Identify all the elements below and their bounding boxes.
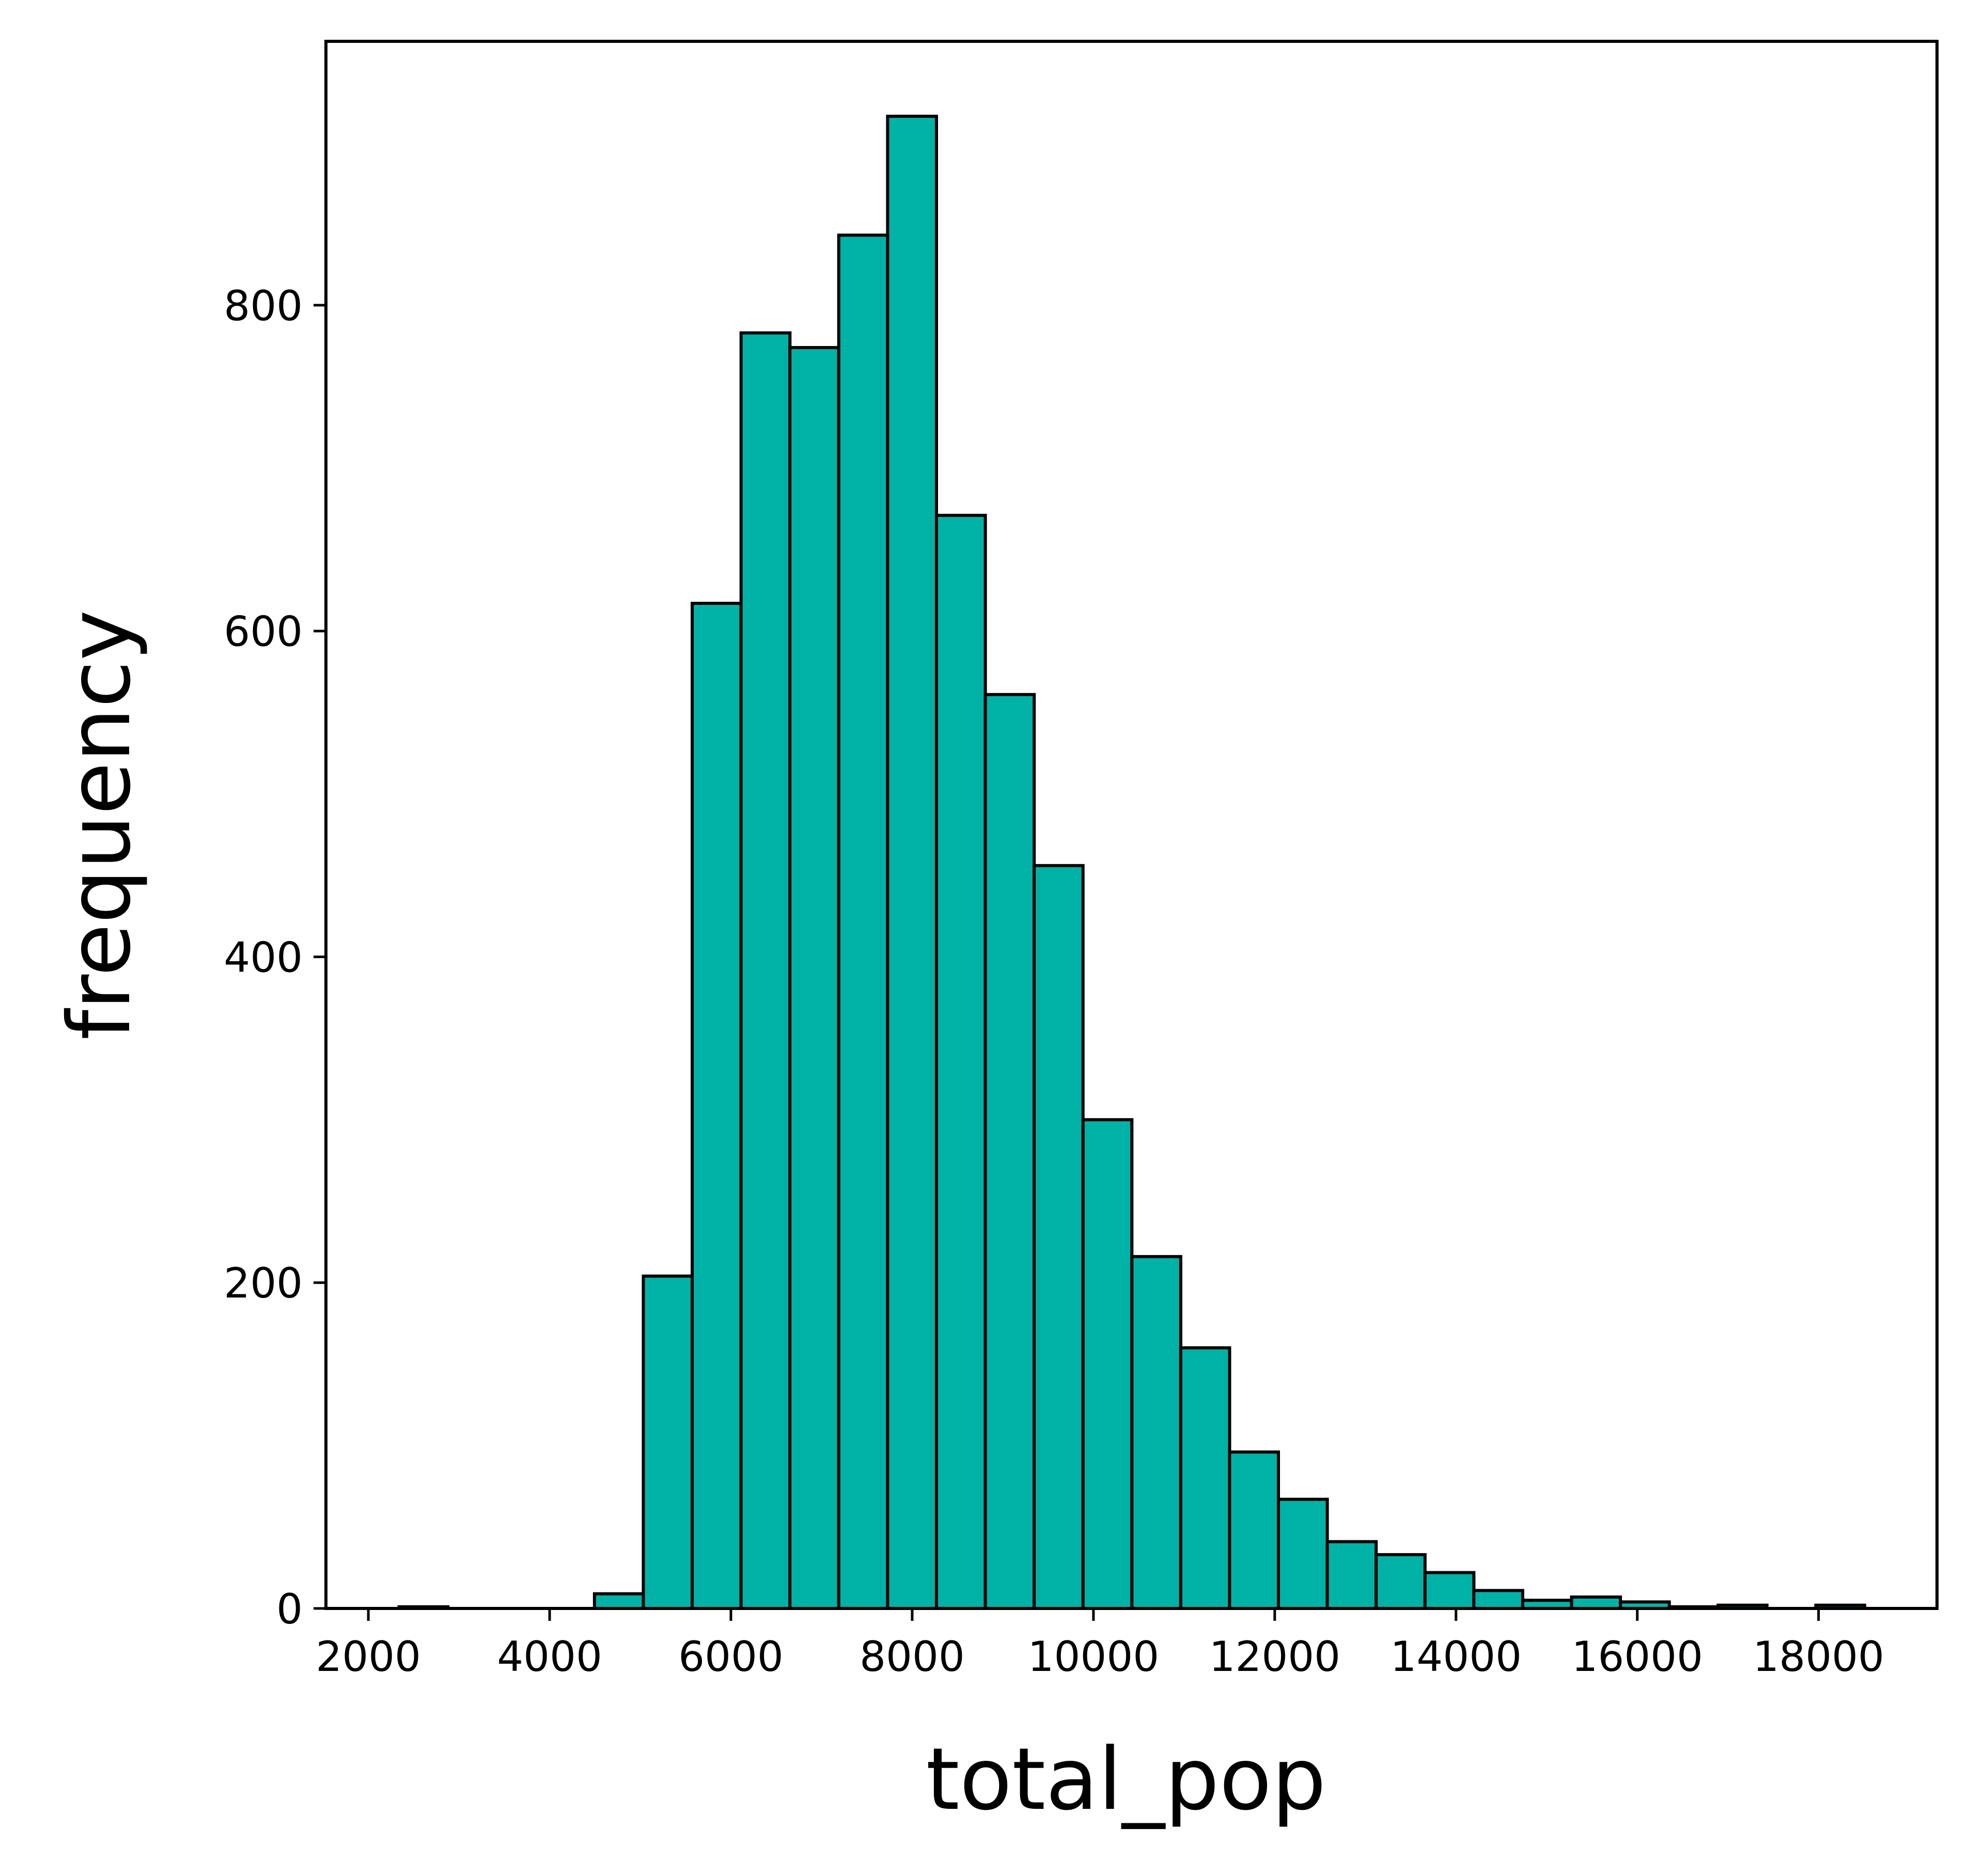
x-tick-label: 8000 bbox=[860, 1633, 965, 1681]
histogram-bar bbox=[592, 1592, 645, 1611]
histogram-bar bbox=[1081, 1118, 1134, 1611]
y-tick-label: 200 bbox=[224, 1259, 303, 1307]
y-tick-label: 800 bbox=[224, 282, 303, 330]
histogram-bar bbox=[1228, 1450, 1280, 1610]
y-axis-ticks: 0 200 400 600 800 bbox=[224, 282, 326, 1633]
histogram-bar bbox=[1179, 1346, 1231, 1610]
x-tick-label: 18000 bbox=[1753, 1633, 1884, 1681]
x-axis-label: total_pop bbox=[926, 1730, 1326, 1830]
x-axis-ticks: 2000 4000 6000 8000 10000 12000 14000 16000 1800… bbox=[316, 1608, 1884, 1681]
histogram-bar bbox=[1130, 1255, 1182, 1611]
x-tick-label: 14000 bbox=[1391, 1633, 1522, 1681]
histogram-bar bbox=[935, 513, 987, 1610]
y-tick-label: 400 bbox=[224, 933, 303, 981]
histogram-bar bbox=[1325, 1540, 1378, 1610]
histogram-bar bbox=[886, 115, 939, 1610]
y-axis-label: frequency bbox=[50, 610, 150, 1040]
histogram-bar bbox=[983, 693, 1036, 1610]
histogram-bar bbox=[1375, 1553, 1427, 1610]
histogram-bar bbox=[1570, 1595, 1622, 1610]
y-tick-label: 600 bbox=[224, 608, 303, 656]
x-tick-label: 16000 bbox=[1571, 1633, 1703, 1681]
histogram-bar bbox=[1423, 1571, 1476, 1611]
histogram-bar bbox=[837, 233, 889, 1610]
y-tick-label: 0 bbox=[276, 1585, 303, 1633]
x-tick-label: 10000 bbox=[1028, 1633, 1160, 1681]
x-tick-label: 4000 bbox=[497, 1633, 602, 1681]
plot-frame bbox=[324, 40, 1939, 1610]
x-tick-label: 12000 bbox=[1209, 1633, 1341, 1681]
histogram-bar bbox=[1033, 864, 1085, 1610]
bars-layer bbox=[397, 115, 1866, 1611]
x-tick-label: 6000 bbox=[678, 1633, 784, 1681]
histogram-bar bbox=[1472, 1589, 1524, 1611]
histogram-bar bbox=[739, 331, 792, 1610]
histogram-bar bbox=[642, 1274, 694, 1611]
histogram-bar bbox=[788, 346, 840, 1611]
x-tick-label: 2000 bbox=[316, 1633, 421, 1681]
histogram-bar bbox=[691, 602, 743, 1610]
histogram-bar bbox=[1277, 1497, 1329, 1610]
